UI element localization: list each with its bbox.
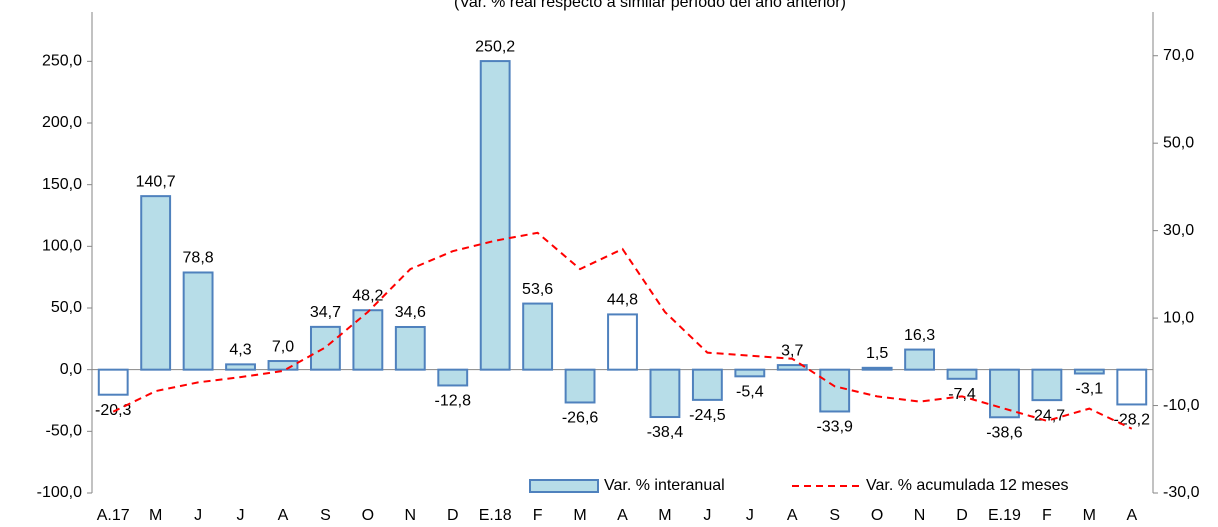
value-label: -38,4 — [647, 424, 684, 441]
legend-label: Var. % interanual — [604, 477, 725, 494]
bar — [140, 195, 172, 371]
bar — [691, 368, 723, 401]
x-tick-label: O — [362, 507, 374, 524]
x-tick-label: M — [658, 507, 671, 524]
y-tick-label: -100,0 — [37, 484, 82, 501]
bar — [394, 325, 426, 371]
value-label: 16,3 — [904, 327, 935, 344]
bar — [946, 368, 978, 380]
bar — [989, 368, 1020, 419]
x-tick-label: N — [405, 507, 417, 524]
y-tick-label: 0,0 — [60, 361, 82, 378]
value-label: 53,6 — [522, 281, 553, 298]
x-tick-label: F — [533, 507, 543, 524]
y2-tick-label: 10,0 — [1163, 309, 1194, 326]
value-label: -24,5 — [689, 407, 726, 424]
bar — [1116, 368, 1148, 406]
x-tick-label: A.17 — [97, 507, 130, 524]
x-tick-label: E.19 — [988, 507, 1021, 524]
bar — [607, 313, 638, 371]
value-label: 78,8 — [183, 250, 214, 267]
x-tick-label: S — [829, 507, 840, 524]
x-tick-label: M — [149, 507, 162, 524]
bar — [309, 325, 341, 371]
value-label: -5,4 — [736, 384, 764, 401]
y-tick-label: 150,0 — [42, 176, 82, 193]
x-tick-label: A — [278, 507, 289, 524]
value-label: -24,7 — [1029, 407, 1066, 424]
y2-tick-label: -10,0 — [1163, 397, 1200, 414]
x-tick-label: D — [956, 507, 968, 524]
chart-title: (Var. % real respecto a similar período … — [454, 0, 846, 11]
x-tick-label: M — [1083, 507, 1096, 524]
bar — [437, 368, 469, 387]
y2-tick-label: 50,0 — [1163, 134, 1194, 151]
bar — [776, 364, 808, 371]
value-label: -12,8 — [435, 393, 472, 410]
x-tick-label: J — [194, 507, 202, 524]
value-label: -3,1 — [1076, 381, 1104, 398]
value-label: 4,3 — [229, 342, 251, 359]
value-label: 250,2 — [475, 38, 515, 55]
y2-tick-label: 30,0 — [1163, 222, 1194, 239]
value-label: -38,6 — [986, 424, 1023, 441]
bar — [861, 366, 893, 371]
bar — [479, 60, 511, 371]
y-tick-label: 250,0 — [42, 53, 82, 70]
line — [112, 231, 1133, 430]
value-label: 1,5 — [866, 345, 888, 362]
x-tick-label: A — [787, 507, 798, 524]
value-label: 140,7 — [136, 173, 176, 190]
x-tick-label: O — [871, 507, 883, 524]
y-tick-label: 200,0 — [42, 114, 82, 131]
bar — [734, 368, 766, 378]
bar — [522, 302, 554, 371]
legend-label: Var. % acumulada 12 meses — [866, 477, 1068, 494]
bar — [1073, 368, 1105, 375]
x-tick-label: J — [703, 507, 711, 524]
y2-tick-label: -30,0 — [1163, 484, 1200, 501]
x-tick-label: N — [914, 507, 926, 524]
bar — [819, 368, 851, 413]
bar — [225, 363, 256, 371]
x-tick-label: A — [617, 507, 628, 524]
legend-swatch — [529, 479, 599, 493]
y2-tick-label: 70,0 — [1163, 47, 1194, 64]
value-label: 7,0 — [272, 338, 294, 355]
bar — [267, 360, 299, 371]
value-label: 34,6 — [395, 304, 426, 321]
y-tick-label: 50,0 — [51, 299, 82, 316]
bar — [564, 368, 596, 404]
value-label: -28,2 — [1114, 412, 1151, 429]
value-label: -7,4 — [948, 386, 976, 403]
value-label: 48,2 — [352, 287, 383, 304]
bar — [904, 348, 936, 371]
y-tick-label: 100,0 — [42, 238, 82, 255]
x-tick-label: D — [447, 507, 459, 524]
bar — [182, 271, 214, 371]
value-label: 44,8 — [607, 292, 638, 309]
value-label: -26,6 — [562, 410, 599, 427]
value-label: 3,7 — [781, 342, 803, 359]
x-tick-label: F — [1042, 507, 1052, 524]
bar — [649, 368, 681, 419]
x-tick-label: E.18 — [479, 507, 512, 524]
x-tick-label: M — [573, 507, 586, 524]
bar — [1031, 368, 1063, 402]
x-tick-label: S — [320, 507, 331, 524]
value-label: -20,3 — [95, 402, 132, 419]
x-tick-label: J — [746, 507, 754, 524]
value-label: -33,9 — [816, 419, 853, 436]
x-tick-label: J — [237, 507, 245, 524]
value-label: 34,7 — [310, 304, 341, 321]
bar — [97, 368, 129, 396]
x-tick-label: A — [1126, 507, 1137, 524]
y-tick-label: -50,0 — [46, 423, 83, 440]
